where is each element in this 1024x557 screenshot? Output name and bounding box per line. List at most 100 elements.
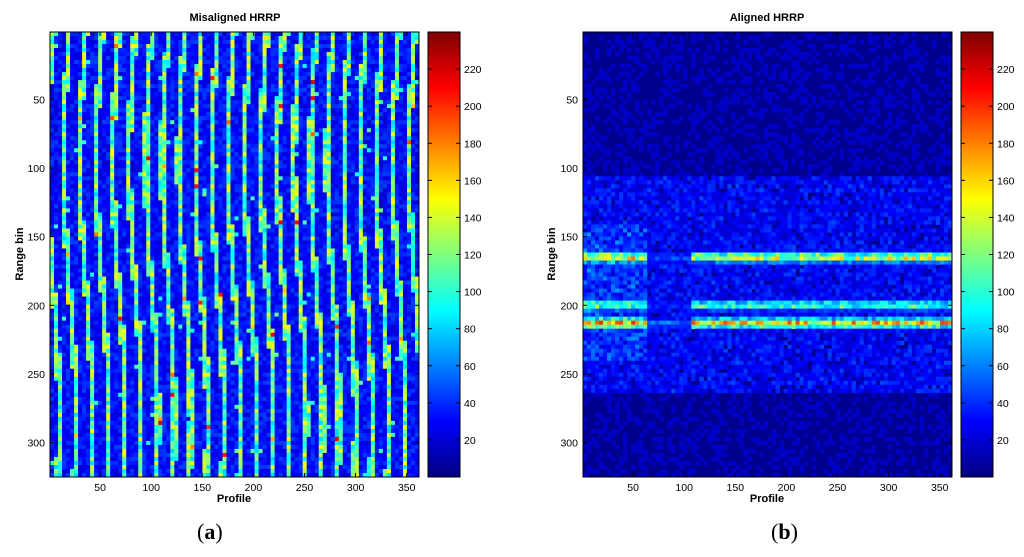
heatmap-cell xyxy=(394,96,400,101)
heatmap-cell xyxy=(386,100,392,105)
heatmap-cell xyxy=(414,188,420,193)
heatmap-cell xyxy=(82,224,87,229)
heatmap-cell xyxy=(286,156,292,161)
heatmap-cell xyxy=(406,104,412,109)
heatmap-cell xyxy=(234,84,239,89)
heatmap-cell xyxy=(90,72,95,77)
heatmap-cell xyxy=(254,144,259,149)
heatmap-cell xyxy=(162,240,167,245)
heatmap-cell xyxy=(366,40,372,45)
heatmap-cell xyxy=(158,160,163,165)
heatmap-cell xyxy=(386,112,392,117)
heatmap-cell xyxy=(314,232,320,237)
heatmap-cell xyxy=(82,172,87,177)
heatmap-cell xyxy=(130,40,135,45)
heatmap-cell xyxy=(278,104,284,109)
heatmap-cell xyxy=(290,40,296,45)
heatmap-cell xyxy=(374,32,380,37)
heatmap-cell xyxy=(354,116,360,121)
heatmap-cell xyxy=(390,128,396,133)
heatmap-cell xyxy=(154,88,159,93)
heatmap-cell xyxy=(110,116,115,121)
heatmap-cell xyxy=(350,112,356,117)
heatmap-cell xyxy=(362,232,368,237)
heatmap-cell xyxy=(310,112,316,117)
heatmap-cell xyxy=(366,36,372,41)
heatmap-cell xyxy=(278,72,284,77)
heatmap-cell xyxy=(166,204,171,209)
heatmap-cell xyxy=(210,92,215,97)
heatmap-cell xyxy=(78,192,83,197)
heatmap-cell xyxy=(166,232,171,237)
heatmap-cell xyxy=(54,48,59,53)
heatmap-cell xyxy=(134,84,139,89)
heatmap-cell xyxy=(326,152,332,157)
heatmap-cell xyxy=(410,64,416,69)
heatmap-cell xyxy=(134,192,139,197)
heatmap-cell xyxy=(350,224,356,229)
heatmap-cell xyxy=(102,44,107,49)
heatmap-cell xyxy=(342,216,348,221)
heatmap-cell xyxy=(178,68,183,73)
heatmap-cell xyxy=(290,124,296,129)
heatmap-cell xyxy=(330,160,336,165)
heatmap-cell xyxy=(86,136,91,141)
heatmap-cell xyxy=(174,124,179,129)
heatmap-cell xyxy=(338,64,344,69)
heatmap-cell xyxy=(150,232,155,237)
heatmap-cell xyxy=(390,176,396,181)
heatmap-cell xyxy=(226,112,231,117)
heatmap-cell xyxy=(278,164,284,169)
heatmap-cell xyxy=(174,236,179,241)
heatmap-cell xyxy=(74,172,79,177)
heatmap-cell xyxy=(118,72,123,77)
heatmap-cell xyxy=(54,108,59,113)
heatmap-cell xyxy=(222,68,227,73)
heatmap-cell xyxy=(234,180,239,185)
heatmap-cell xyxy=(66,156,71,161)
heatmap-cell xyxy=(122,152,127,157)
heatmap-cell xyxy=(170,76,175,81)
heatmap-cell xyxy=(90,144,95,149)
heatmap-cell xyxy=(134,188,139,193)
heatmap-cell xyxy=(386,176,392,181)
heatmap-cell xyxy=(118,120,123,125)
heatmap-cell xyxy=(54,236,59,241)
heatmap-cell xyxy=(146,32,151,37)
heatmap-cell xyxy=(178,224,183,229)
heatmap-cell xyxy=(262,64,267,69)
heatmap-cell xyxy=(326,160,332,165)
heatmap-cell xyxy=(162,208,167,213)
heatmap-cell xyxy=(274,160,280,165)
heatmap-cell xyxy=(210,132,215,137)
heatmap-cell xyxy=(394,104,400,109)
heatmap-cell xyxy=(414,72,420,77)
heatmap-cell xyxy=(238,80,243,85)
heatmap-cell xyxy=(366,192,372,197)
heatmap-cell xyxy=(290,220,296,225)
heatmap-cell xyxy=(274,140,280,145)
heatmap-cell xyxy=(362,120,368,125)
heatmap-cell xyxy=(326,156,332,161)
heatmap-cell xyxy=(398,96,404,101)
heatmap-cell xyxy=(66,140,71,145)
heatmap-cell xyxy=(226,60,231,65)
heatmap-cell xyxy=(366,32,372,37)
heatmap-cell xyxy=(394,84,400,89)
heatmap-cell xyxy=(322,160,328,165)
heatmap-cell xyxy=(278,140,284,145)
heatmap-cell xyxy=(222,240,227,245)
heatmap-cell xyxy=(226,72,231,77)
heatmap-cell xyxy=(158,144,163,149)
heatmap-cell xyxy=(250,176,255,181)
heatmap-cell xyxy=(78,188,83,193)
heatmap-cell xyxy=(242,40,247,45)
heatmap-cell xyxy=(282,232,288,237)
heatmap-cell xyxy=(210,176,215,181)
heatmap-cell xyxy=(314,148,320,153)
heatmap-cell xyxy=(298,80,304,85)
heatmap-cell xyxy=(194,156,199,161)
heatmap-cell xyxy=(402,56,408,61)
heatmap-cell xyxy=(142,92,147,97)
heatmap-cell xyxy=(122,244,127,249)
